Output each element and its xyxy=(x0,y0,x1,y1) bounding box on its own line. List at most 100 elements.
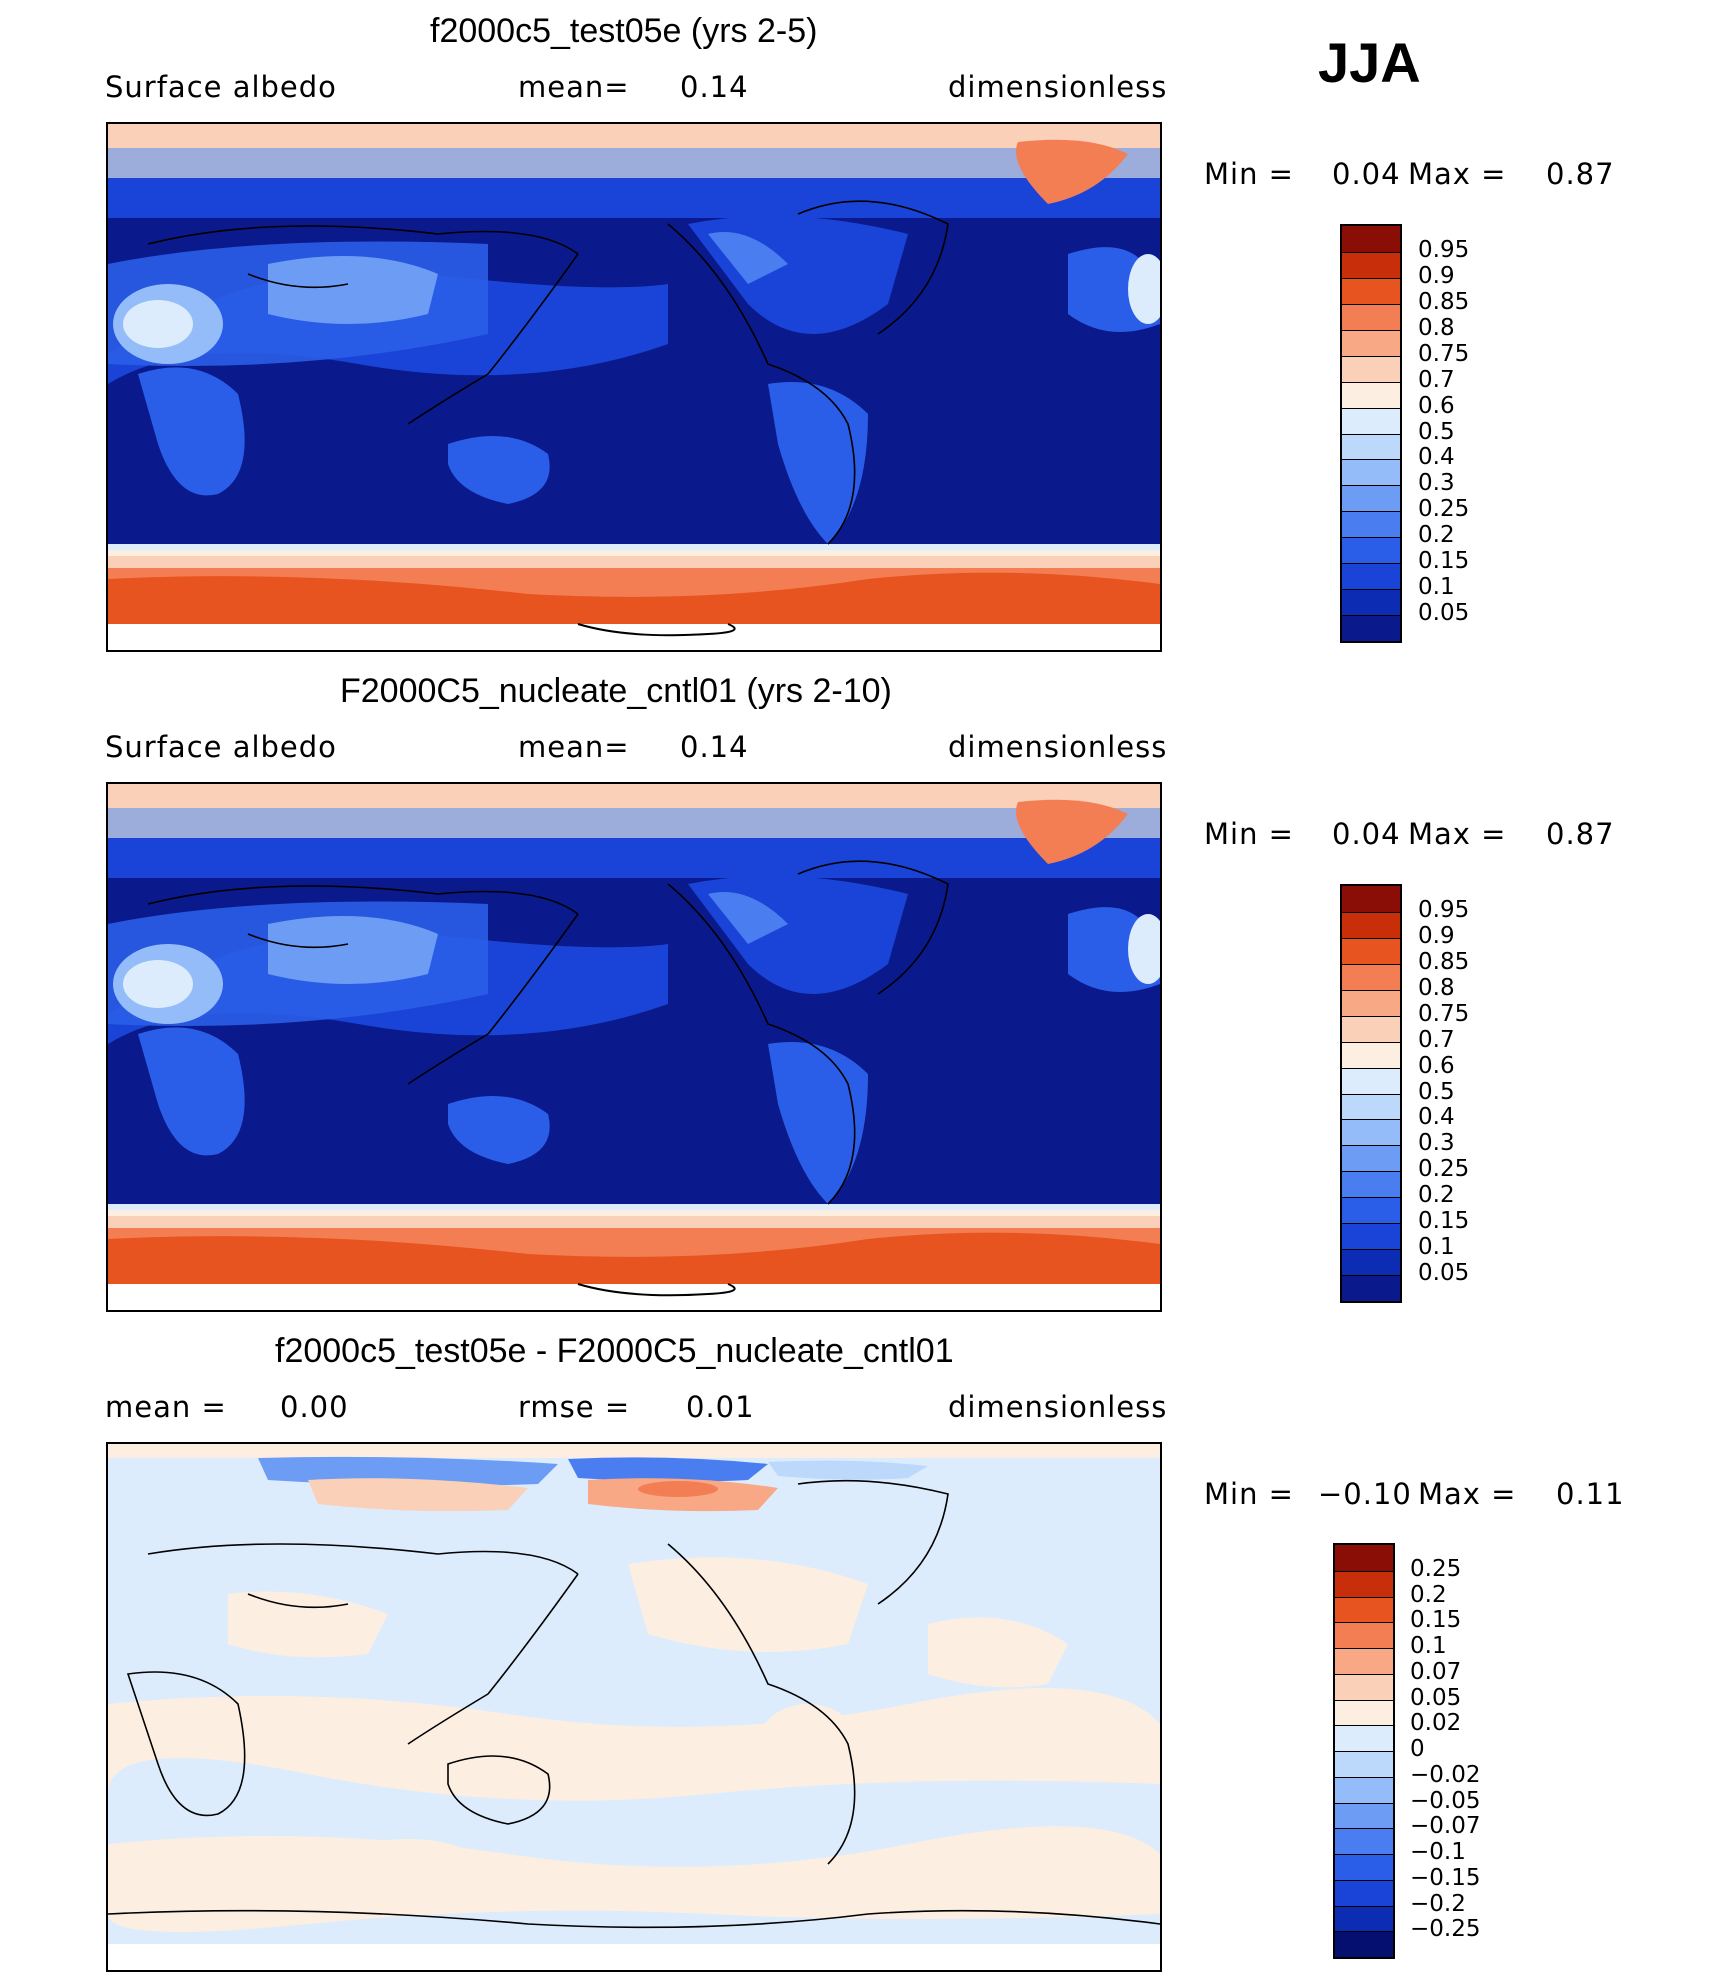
panel1-variable-label: Surface albedo xyxy=(105,70,337,104)
colorbar-segment xyxy=(1342,329,1400,356)
colorbar-segment xyxy=(1335,1545,1393,1571)
panel2-max-value: 0.87 xyxy=(1546,817,1615,851)
panel1-min-value: 0.04 xyxy=(1332,157,1401,191)
colorbar-tick-label: 0.1 xyxy=(1418,1234,1455,1261)
colorbar-tick-label: 0.9 xyxy=(1418,922,1455,949)
colorbar-tick-label: 0.25 xyxy=(1418,1156,1470,1183)
colorbar-tick-label: 0.4 xyxy=(1418,444,1455,471)
colorbar-segment xyxy=(1342,226,1400,252)
colorbar-tick-label: 0.05 xyxy=(1418,600,1470,627)
colorbar-tick-label: 0.7 xyxy=(1418,1026,1455,1053)
colorbar-segment xyxy=(1342,459,1400,486)
colorbar-segment xyxy=(1342,1249,1400,1276)
colorbar-segment xyxy=(1342,381,1400,408)
colorbar-segment xyxy=(1342,1067,1400,1094)
colorbar-tick-label: 0.07 xyxy=(1410,1658,1462,1685)
colorbar-tick-label: 0.05 xyxy=(1410,1684,1462,1711)
season-label: JJA xyxy=(1318,31,1421,94)
colorbar-tick-label: 0.6 xyxy=(1418,1052,1455,1079)
colorbar-segment xyxy=(1342,1119,1400,1146)
colorbar-tick-label: 0.8 xyxy=(1418,314,1455,341)
panel2-title: F2000C5_nucleate_cntl01 (yrs 2-10) xyxy=(340,672,892,710)
colorbar-tick-label: −0.02 xyxy=(1410,1761,1481,1788)
panel2-map xyxy=(106,782,1162,1312)
colorbar-tick-label: 0.1 xyxy=(1410,1633,1447,1659)
colorbar-segment xyxy=(1335,1596,1393,1623)
colorbar-segment xyxy=(1342,989,1400,1016)
colorbar-tick-label: −0.05 xyxy=(1410,1787,1481,1814)
panel3-min-label: Min = xyxy=(1204,1477,1294,1511)
colorbar-segment xyxy=(1342,1197,1400,1224)
panel1-map xyxy=(106,122,1162,652)
panel2-mean-label: mean= xyxy=(518,730,630,764)
colorbar-tick-label: 0.7 xyxy=(1418,366,1455,393)
panel1-max-label: Max = xyxy=(1408,157,1507,191)
colorbar-segment xyxy=(1342,407,1400,434)
colorbar-segment xyxy=(1342,537,1400,564)
colorbar-tick-label: 0.5 xyxy=(1418,1078,1455,1105)
colorbar-segment xyxy=(1342,355,1400,382)
colorbar-tick-label: 0.05 xyxy=(1418,1260,1470,1287)
colorbar-segment xyxy=(1342,911,1400,938)
colorbar-tick-label: 0.4 xyxy=(1418,1104,1455,1131)
colorbar-tick-label: −0.15 xyxy=(1410,1864,1481,1891)
colorbar-segment xyxy=(1335,1905,1393,1932)
colorbar-tick-label: 0.95 xyxy=(1418,236,1470,263)
colorbar-segment xyxy=(1335,1776,1393,1803)
colorbar-segment xyxy=(1342,251,1400,278)
panel1-colorbar xyxy=(1340,224,1402,643)
colorbar-segment xyxy=(1342,303,1400,330)
colorbar-segment xyxy=(1342,1093,1400,1120)
colorbar-segment xyxy=(1335,1699,1393,1726)
panel2-min-label: Min = xyxy=(1204,817,1294,851)
colorbar-segment xyxy=(1342,511,1400,538)
panel2-colorbar xyxy=(1340,884,1402,1303)
panel1-mean-value: 0.14 xyxy=(680,70,749,104)
colorbar-segment xyxy=(1342,589,1400,616)
colorbar-segment xyxy=(1335,1673,1393,1700)
colorbar-tick-label: −0.1 xyxy=(1410,1839,1466,1865)
panel3-rmse-label: rmse = xyxy=(518,1390,631,1424)
panel1-mean-label: mean= xyxy=(518,70,630,104)
colorbar-segment xyxy=(1342,615,1400,641)
panel3-max-label: Max = xyxy=(1418,1477,1517,1511)
colorbar-tick-label: −0.25 xyxy=(1410,1916,1481,1943)
colorbar-tick-label: 0.95 xyxy=(1418,896,1470,923)
panel2-min-value: 0.04 xyxy=(1332,817,1401,851)
panel2-map-svg xyxy=(108,784,1160,1310)
colorbar-segment xyxy=(1342,1145,1400,1172)
panel1-map-svg xyxy=(108,124,1160,650)
colorbar-tick-label: 0.2 xyxy=(1418,1182,1455,1209)
colorbar-segment xyxy=(1342,886,1400,912)
colorbar-segment xyxy=(1342,1015,1400,1042)
colorbar-segment xyxy=(1335,1725,1393,1751)
colorbar-tick-label: 0.15 xyxy=(1418,548,1470,575)
colorbar-tick-label: 0.1 xyxy=(1418,574,1455,601)
colorbar-segment xyxy=(1342,1041,1400,1068)
colorbar-segment xyxy=(1335,1802,1393,1829)
panel3-min-value: −0.10 xyxy=(1318,1477,1412,1511)
colorbar-tick-label: 0.9 xyxy=(1418,262,1455,289)
colorbar-tick-label: 0 xyxy=(1410,1736,1425,1762)
colorbar-tick-label: 0.5 xyxy=(1418,418,1455,445)
colorbar-segment xyxy=(1342,937,1400,964)
panel3-map-svg xyxy=(108,1444,1160,1970)
panel3-map xyxy=(106,1442,1162,1972)
colorbar-tick-label: 0.6 xyxy=(1418,392,1455,419)
colorbar-tick-label: 0.2 xyxy=(1418,522,1455,549)
panel3-units-label: dimensionless xyxy=(948,1390,1168,1424)
colorbar-segment xyxy=(1335,1854,1393,1880)
colorbar-tick-label: 0.75 xyxy=(1418,1000,1470,1027)
colorbar-segment xyxy=(1342,1223,1400,1250)
panel3-colorbar xyxy=(1333,1543,1395,1959)
colorbar-segment xyxy=(1335,1751,1393,1777)
colorbar-segment xyxy=(1335,1622,1393,1648)
colorbar-tick-label: 0.3 xyxy=(1418,1130,1455,1157)
panel1-units-label: dimensionless xyxy=(948,70,1168,104)
colorbar-tick-label: 0.75 xyxy=(1418,340,1470,367)
panel3-mean-value: 0.00 xyxy=(280,1390,349,1424)
colorbar-tick-label: 0.3 xyxy=(1418,470,1455,497)
colorbar-segment xyxy=(1342,433,1400,460)
panel3-rmse-value: 0.01 xyxy=(686,1390,755,1424)
colorbar-tick-label: 0.8 xyxy=(1418,974,1455,1001)
